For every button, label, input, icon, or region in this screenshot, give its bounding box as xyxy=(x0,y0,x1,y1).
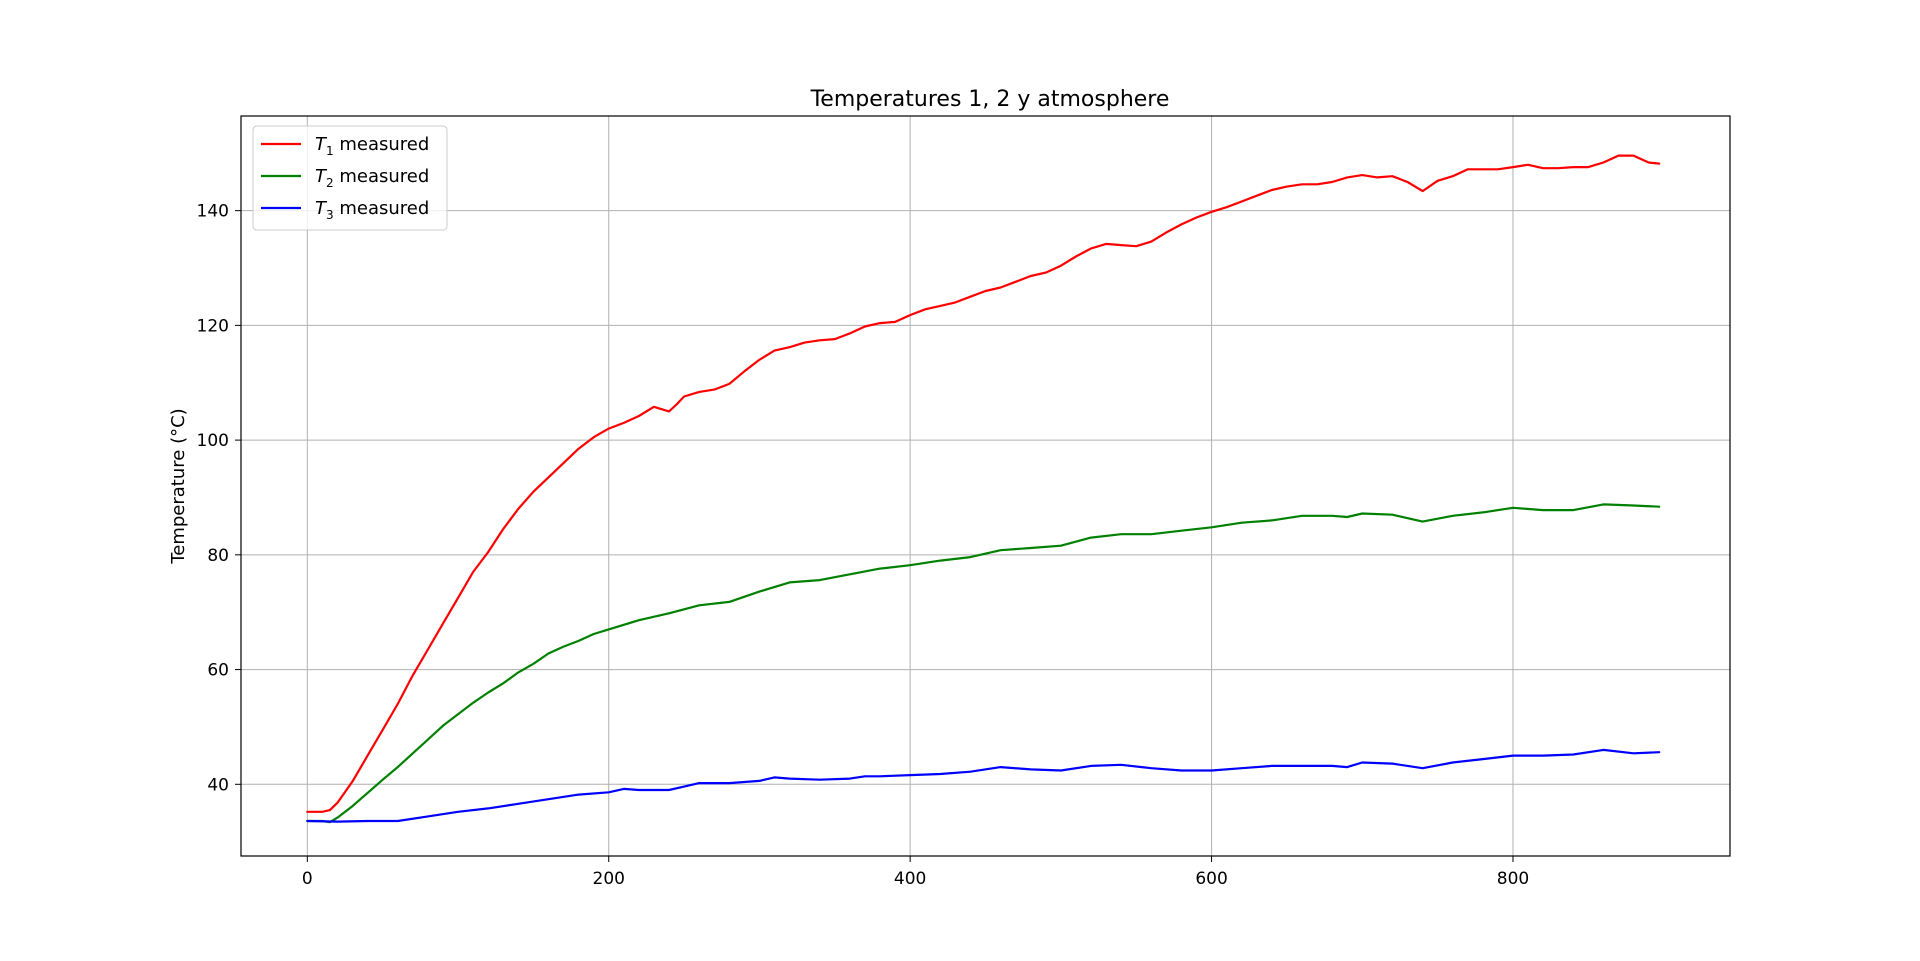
legend-label-subscript: 1 xyxy=(326,144,334,158)
y-tick-label: 120 xyxy=(197,316,229,336)
grid xyxy=(241,116,1730,856)
axis-ticks: 0 200 400 600 800 40 60 80 100 120 140 xyxy=(197,202,1530,889)
series-line-t3 xyxy=(306,748,1661,823)
legend-label-text: measured xyxy=(334,166,430,187)
legend-label-symbol: T xyxy=(315,166,328,187)
plot-frame xyxy=(240,115,1731,857)
y-tick-label: 80 xyxy=(207,546,229,566)
series-lines xyxy=(306,154,1661,824)
legend-label: T2 measured xyxy=(315,166,429,190)
y-tick-label: 100 xyxy=(197,431,229,451)
x-tick-label: 800 xyxy=(1497,869,1529,889)
legend-label-subscript: 2 xyxy=(326,176,334,190)
legend-label: T3 measured xyxy=(315,198,429,222)
y-tick-label: 140 xyxy=(197,202,229,222)
legend-label-text: measured xyxy=(334,134,430,155)
x-tick-label: 0 xyxy=(302,869,313,889)
legend-label-text: measured xyxy=(334,198,430,219)
legend-label-subscript: 3 xyxy=(326,208,334,222)
x-tick-label: 200 xyxy=(593,869,625,889)
x-tick-label: 400 xyxy=(894,869,926,889)
y-axis-label: Temperature (°C) xyxy=(168,408,189,564)
y-tick-label: 60 xyxy=(207,661,229,681)
x-tick-label: 600 xyxy=(1195,869,1227,889)
series-line-t2 xyxy=(306,503,1661,824)
legend-label-symbol: T xyxy=(315,198,328,219)
legend-label-symbol: T xyxy=(315,134,328,155)
legend-box xyxy=(252,125,448,231)
legend-label: T1 measured xyxy=(315,134,429,158)
chart-title: Temperatures 1, 2 y atmosphere xyxy=(810,87,1170,112)
y-tick-label: 40 xyxy=(207,775,229,795)
series-line-t1 xyxy=(306,154,1661,813)
